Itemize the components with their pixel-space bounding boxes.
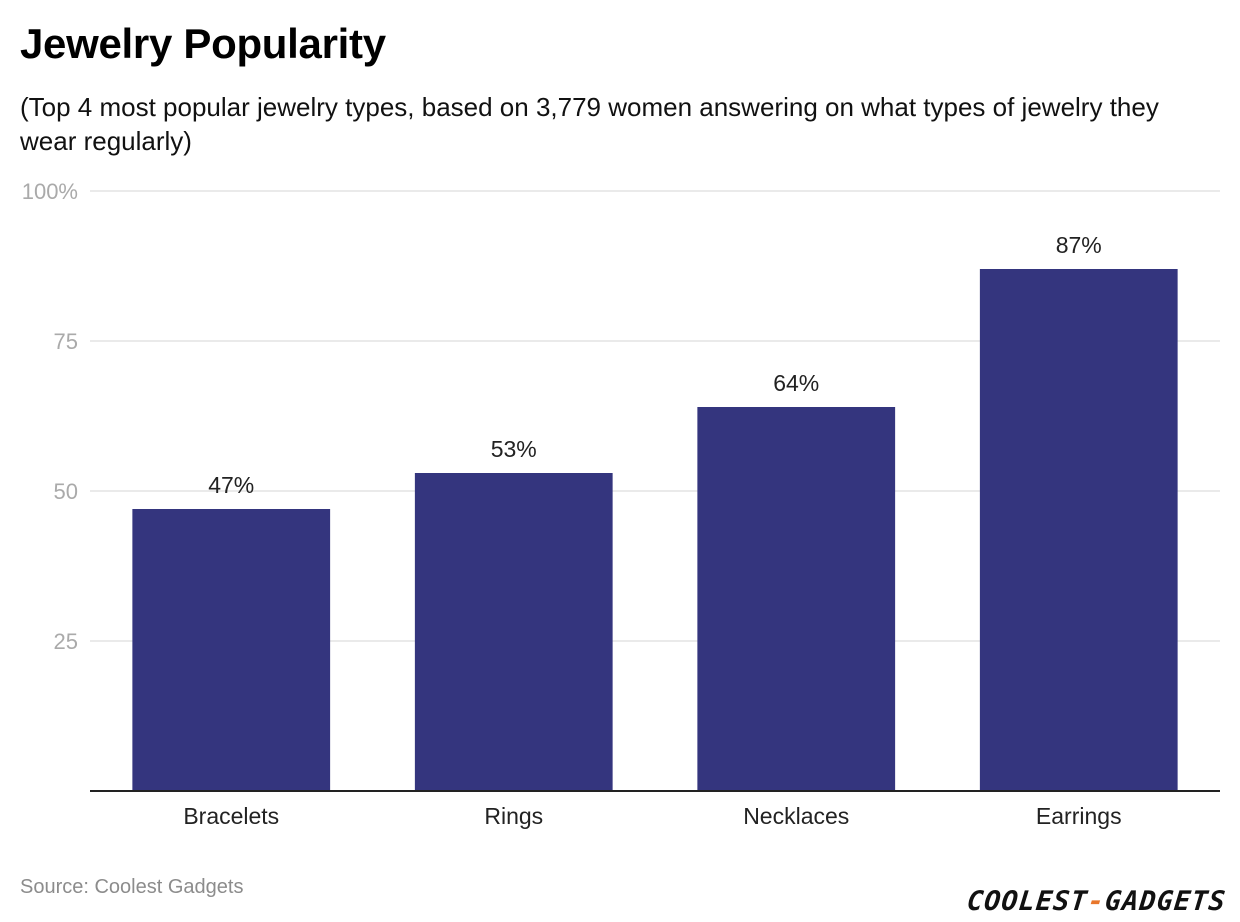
brand-logo: COOLEST-GADGETS — [965, 886, 1228, 917]
data-labels: 47% 53% 64% 87% — [208, 232, 1102, 498]
bar-necklaces — [697, 407, 896, 791]
category-label: Bracelets — [183, 803, 279, 829]
bar-bracelets — [132, 509, 331, 791]
bar-earrings — [979, 269, 1178, 791]
data-label: 47% — [208, 472, 254, 498]
bar-rings — [414, 473, 613, 791]
category-label: Earrings — [1036, 803, 1122, 829]
y-tick-label: 75 — [54, 329, 78, 354]
category-labels: Bracelets Rings Necklaces Earrings — [183, 803, 1121, 829]
chart-subtitle: (Top 4 most popular jewelry types, based… — [20, 92, 1159, 156]
data-label: 87% — [1056, 232, 1102, 258]
y-tick-label: 25 — [54, 629, 78, 654]
bars — [132, 269, 1178, 791]
y-tick-label: 100% — [22, 179, 78, 204]
category-label: Rings — [484, 803, 543, 829]
source-note: Source: Coolest Gadgets — [20, 876, 244, 898]
data-label: 53% — [491, 436, 537, 462]
data-label: 64% — [773, 370, 819, 396]
category-label: Necklaces — [743, 803, 849, 829]
chart-title: Jewelry Popularity — [20, 20, 386, 67]
y-tick-label: 50 — [54, 479, 78, 504]
y-axis-ticks: 25 50 75 100% — [22, 179, 78, 654]
